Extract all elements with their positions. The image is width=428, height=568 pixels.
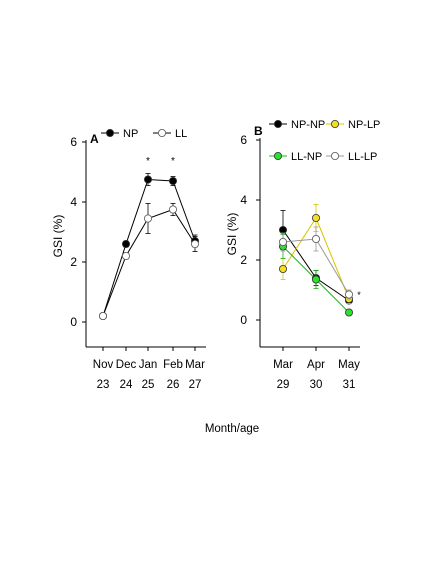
x-tick-label-month: Feb	[163, 359, 183, 371]
x-tick-label-month: Dec	[116, 359, 137, 371]
x-tick-label-age: 27	[189, 379, 202, 391]
x-tick-label-month: Apr	[307, 359, 325, 371]
legend-label: LL-NP	[291, 151, 322, 163]
x-tick-label-age: 31	[343, 379, 356, 391]
series-line	[102, 208, 196, 317]
data-point	[190, 239, 199, 248]
data-point	[344, 308, 353, 317]
data-point	[278, 225, 287, 234]
legend-entry-ll: LL	[153, 128, 187, 140]
x-tick-label-month: Nov	[93, 359, 114, 371]
y-tick-label: 2	[240, 253, 247, 267]
series-ll-lp	[278, 226, 353, 300]
legend-label: LL	[175, 128, 187, 140]
x-tick-label-age: 26	[167, 379, 180, 391]
panel-label: A	[90, 132, 99, 146]
panel-b: 0 2 4 6 GSI (%) Mar 29 Apr 30 May 31 B * NP-NP NP-LP LL…	[225, 119, 380, 391]
shared-x-axis-label: Month/age	[205, 423, 259, 435]
data-point	[311, 213, 320, 222]
data-point	[99, 311, 108, 320]
legend-marker	[330, 120, 339, 129]
legend-label: NP-NP	[291, 119, 325, 131]
series-np	[99, 173, 199, 320]
y-tick-label: 0	[70, 315, 77, 329]
legend-label: NP-LP	[348, 119, 380, 131]
y-tick-label: 4	[240, 193, 247, 207]
legend-entry-np: NP	[101, 128, 138, 140]
legend-marker	[273, 120, 282, 129]
data-point	[278, 264, 287, 273]
legend-entry-ll-np: LL-NP	[269, 151, 322, 163]
x-tick-label-month: May	[338, 359, 360, 371]
x-tick-label-age: 25	[142, 379, 155, 391]
legend-marker	[157, 128, 166, 137]
x-tick-label-month: Mar	[185, 359, 205, 371]
data-point	[311, 234, 320, 243]
legend-label: LL-LP	[348, 151, 377, 163]
data-point	[311, 275, 320, 284]
y-axis-label: GSI (%)	[225, 213, 239, 256]
x-tick-label-age: 23	[97, 379, 110, 391]
y-tick-label: 0	[240, 313, 247, 327]
data-point	[122, 239, 131, 248]
legend-entry-np-lp: NP-LP	[326, 119, 380, 131]
significance-marker: *	[146, 156, 150, 167]
legend-marker	[106, 128, 115, 137]
legend-marker	[330, 151, 339, 160]
x-tick-label-age: 30	[310, 379, 323, 391]
y-axis-label: GSI (%)	[51, 215, 65, 258]
x-tick-label-age: 24	[120, 379, 133, 391]
x-tick-label-age: 29	[277, 379, 290, 391]
y-tick-label: 4	[70, 195, 77, 209]
x-tick-label-month: Mar	[273, 359, 293, 371]
data-point	[122, 251, 131, 260]
data-point	[168, 205, 177, 214]
data-point	[278, 237, 287, 246]
data-point	[143, 214, 152, 223]
legend-entry-ll-lp: LL-LP	[326, 151, 377, 163]
legend-label: NP	[123, 128, 138, 140]
legend-marker	[273, 151, 282, 160]
x-tick-label-month: Jan	[139, 359, 158, 371]
data-point	[168, 176, 177, 185]
y-tick-label: 6	[240, 133, 247, 147]
y-tick-label: 6	[70, 135, 77, 149]
legend-entry-np-np: NP-NP	[269, 119, 325, 131]
annotation-marker: *	[357, 290, 361, 300]
series-ll	[99, 203, 199, 320]
data-point	[344, 290, 353, 299]
y-tick-label: 2	[70, 255, 77, 269]
significance-marker: *	[171, 156, 175, 167]
series-line	[102, 178, 196, 317]
data-point	[143, 175, 152, 184]
panel-label: B	[254, 124, 263, 138]
